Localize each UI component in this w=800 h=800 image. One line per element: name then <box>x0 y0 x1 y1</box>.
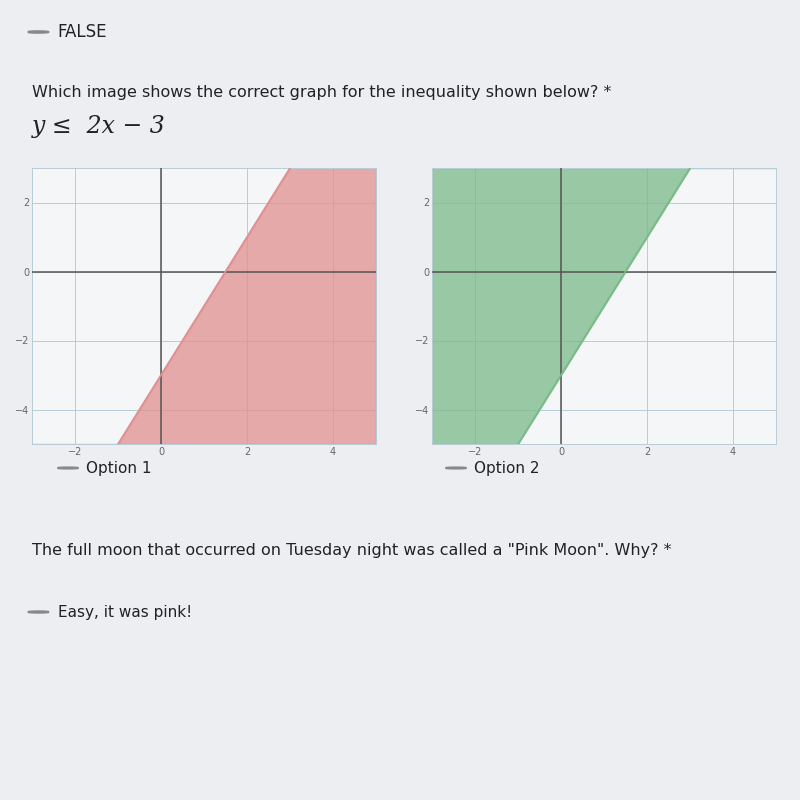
Text: Option 1: Option 1 <box>86 461 152 475</box>
Text: y ≤  2x − 3: y ≤ 2x − 3 <box>32 114 166 138</box>
Text: Easy, it was pink!: Easy, it was pink! <box>58 605 192 619</box>
Text: Option 2: Option 2 <box>474 461 540 475</box>
Text: Which image shows the correct graph for the inequality shown below? *: Which image shows the correct graph for … <box>32 85 611 100</box>
Text: The full moon that occurred on Tuesday night was called a "Pink Moon". Why? *: The full moon that occurred on Tuesday n… <box>32 543 671 558</box>
Text: FALSE: FALSE <box>58 23 107 41</box>
